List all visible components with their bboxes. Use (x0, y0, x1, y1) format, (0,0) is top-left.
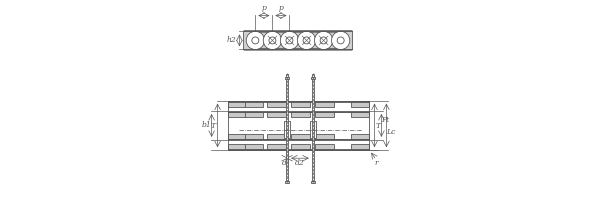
Text: p: p (278, 4, 283, 12)
Circle shape (320, 37, 327, 44)
Circle shape (332, 31, 350, 50)
Ellipse shape (265, 32, 297, 49)
Bar (311, 77, 315, 79)
Bar (315, 102, 334, 107)
Circle shape (314, 31, 333, 50)
Ellipse shape (248, 32, 280, 49)
Ellipse shape (282, 32, 314, 49)
Text: b1: b1 (202, 121, 212, 129)
Bar (286, 74, 288, 181)
Bar (350, 102, 368, 107)
Bar (291, 102, 310, 107)
Text: d2: d2 (295, 159, 305, 167)
FancyBboxPatch shape (244, 31, 352, 50)
Bar (315, 144, 334, 149)
Bar (227, 102, 245, 107)
Bar (315, 112, 334, 117)
Circle shape (269, 37, 276, 44)
Bar (267, 144, 286, 149)
Bar (350, 112, 368, 117)
Bar (291, 144, 310, 149)
Bar (285, 77, 289, 79)
Bar (284, 121, 290, 138)
Bar (227, 134, 245, 139)
Bar (350, 144, 368, 149)
Text: h2: h2 (227, 36, 237, 44)
Bar (244, 144, 263, 149)
Text: r: r (374, 159, 378, 167)
Circle shape (298, 31, 316, 50)
Bar (310, 121, 316, 138)
Bar (244, 102, 263, 107)
Bar (285, 181, 289, 183)
Bar (267, 112, 286, 117)
Circle shape (286, 37, 293, 44)
Circle shape (280, 31, 299, 50)
Circle shape (303, 37, 310, 44)
Bar (227, 112, 245, 117)
Circle shape (263, 31, 281, 50)
Bar (244, 112, 263, 117)
Bar (315, 134, 334, 139)
Text: T: T (211, 122, 216, 130)
Text: d1: d1 (282, 159, 292, 167)
Bar (227, 149, 368, 150)
Bar (227, 144, 245, 149)
Bar (227, 139, 368, 140)
Bar (311, 181, 315, 183)
Bar (227, 101, 368, 102)
Bar (267, 102, 286, 107)
Bar (267, 134, 286, 139)
Circle shape (252, 37, 259, 44)
Circle shape (337, 37, 344, 44)
Text: Pt: Pt (381, 116, 389, 124)
Bar (312, 74, 314, 181)
Bar (350, 134, 368, 139)
Bar (291, 112, 310, 117)
Ellipse shape (316, 32, 349, 49)
Bar (291, 134, 310, 139)
Ellipse shape (299, 32, 331, 49)
Text: Lc: Lc (386, 128, 395, 136)
Circle shape (246, 31, 265, 50)
Text: T: T (376, 122, 380, 130)
Text: p: p (262, 4, 266, 12)
Bar (244, 134, 263, 139)
Bar (227, 111, 368, 112)
